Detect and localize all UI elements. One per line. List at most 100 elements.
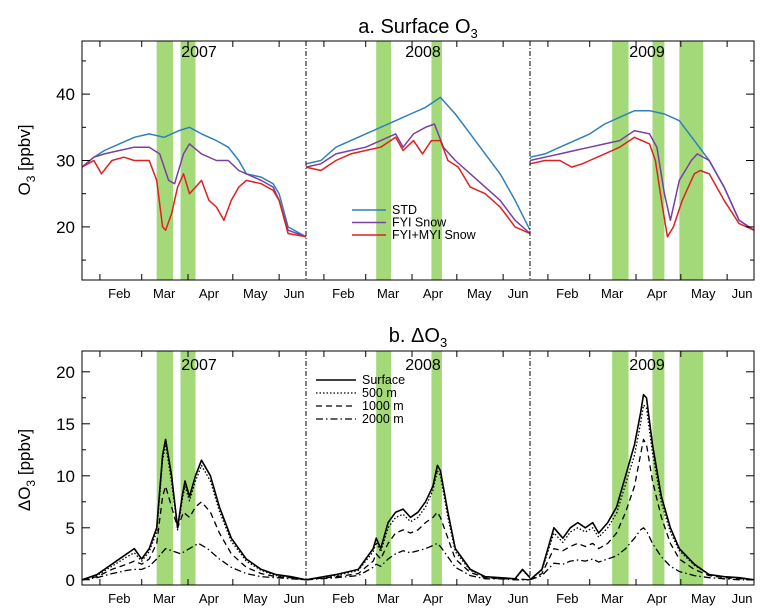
series-line-2000-m-2008 <box>305 542 530 581</box>
y-axis-label: ΔO3 [ppbv] <box>15 429 38 511</box>
legend-label: FYI Snow <box>392 216 447 230</box>
x-tick-label-month: Apr <box>647 591 668 606</box>
x-tick-label-month: Jun <box>284 286 305 301</box>
x-tick-label-month: May <box>691 591 716 606</box>
year-label-2007: 2007 <box>181 44 217 61</box>
series-line-2000-m-2009 <box>529 527 754 581</box>
year-label-2007: 2007 <box>181 357 217 374</box>
y-tick-label: 20 <box>56 218 75 237</box>
series-line-1000-m-2008 <box>305 511 531 581</box>
series-line-std-2009 <box>529 109 754 231</box>
shaded-period-2009-1 <box>612 41 629 280</box>
year-label-2009: 2009 <box>629 44 665 61</box>
x-tick-label-month: Mar <box>153 591 176 606</box>
series-line-fyi-snow-2007 <box>82 143 307 238</box>
x-tick-label-month: Apr <box>423 591 444 606</box>
series-line-fyi-snow-2009 <box>529 129 754 231</box>
y-tick-label: 40 <box>56 85 75 104</box>
shaded-period-2007-1 <box>156 351 174 585</box>
legend-label: 1000 m <box>362 399 404 413</box>
y-axis-label-unit: [ppbv] <box>15 125 34 176</box>
y-axis-label-subscript: 3 <box>24 480 38 487</box>
series-line-surface-2007 <box>82 438 307 581</box>
chart-title: b. ΔO3 <box>389 325 447 350</box>
y-tick-label: 30 <box>56 152 75 171</box>
y-axis-label-unit: [ppbv] <box>15 429 34 480</box>
x-tick-label-month: Jun <box>732 286 753 301</box>
shaded-period-2007-1 <box>156 41 174 280</box>
legend-label: STD <box>392 203 417 217</box>
x-tick-label-month: May <box>243 286 268 301</box>
y-axis-label-main: ΔO <box>15 487 34 512</box>
series-line-1000-m-2009 <box>529 438 754 581</box>
chart-title-main: a. Surface O <box>358 16 470 38</box>
x-tick-label-month: May <box>467 591 492 606</box>
shaded-period-2009-2 <box>652 351 665 585</box>
y-axis-label-main: O <box>15 182 34 195</box>
y-tick-label: 20 <box>56 363 75 382</box>
x-tick-label-month: Apr <box>199 286 220 301</box>
shaded-period-2007-2 <box>180 41 196 280</box>
series-line-surface-2009 <box>529 393 754 581</box>
x-tick-label-month: Jun <box>732 591 753 606</box>
x-tick-label-month: Apr <box>199 591 220 606</box>
shaded-period-2008-2 <box>431 41 442 280</box>
shaded-period-2007-2 <box>180 351 196 585</box>
legend-label: 2000 m <box>362 412 404 426</box>
series-line-fyi-myi-snow-2009 <box>529 136 754 238</box>
x-tick-label-month: May <box>243 591 268 606</box>
series-line-500-m-2008 <box>305 469 531 581</box>
legend-label: FYI+MYI Snow <box>392 228 477 242</box>
legend-label: 500 m <box>362 386 397 400</box>
legend-label: Surface <box>362 373 405 387</box>
year-label-2008: 2008 <box>405 357 441 374</box>
x-tick-label-month: Mar <box>377 591 400 606</box>
x-tick-label-month: Mar <box>377 286 400 301</box>
series-line-fyi-snow-2008 <box>305 123 531 235</box>
x-tick-label-month: May <box>691 286 716 301</box>
y-tick-label: 10 <box>56 467 75 486</box>
x-tick-label-month: Apr <box>423 286 444 301</box>
panel-a-surface-o3: 20 30 40 Feb Mar Apr May Jun 2007 Feb Mar Apr May Jun… <box>15 16 755 301</box>
year-label-2008: 2008 <box>405 44 441 61</box>
x-tick-label-month: Mar <box>601 591 624 606</box>
panel-b-delta-o3: 0 5 10 15 20 Feb Mar Apr May Jun 2007 Feb Mar Apr May J… <box>15 325 755 606</box>
year-label-2009: 2009 <box>629 357 665 374</box>
series-line-fyi-myi-snow-2007 <box>82 156 307 238</box>
x-tick-label-month: Apr <box>647 286 668 301</box>
chart-title-subscript: 3 <box>471 26 478 41</box>
x-tick-label-month: Feb <box>556 591 578 606</box>
chart-title-subscript: 3 <box>440 335 447 350</box>
series-line-fyi-myi-snow-2008 <box>305 136 531 235</box>
chart-title-main: b. ΔO <box>389 325 440 347</box>
x-tick-label-month: Feb <box>556 286 578 301</box>
plot-frame <box>81 350 755 586</box>
y-tick-label: 0 <box>66 571 75 590</box>
series-line-2000-m-2007 <box>82 542 307 581</box>
series-line-std-2007 <box>82 126 307 238</box>
series-line-surface-2008 <box>305 464 531 581</box>
y-axis-label: O3 [ppbv] <box>15 125 38 196</box>
y-tick-label: 5 <box>66 519 75 538</box>
x-tick-label-month: Feb <box>108 591 130 606</box>
x-tick-label-month: Feb <box>332 591 354 606</box>
chart-title: a. Surface O3 <box>358 16 478 41</box>
x-tick-label-month: Jun <box>508 591 529 606</box>
x-tick-label-month: Mar <box>601 286 624 301</box>
x-tick-label-month: Feb <box>332 286 354 301</box>
x-tick-label-month: Jun <box>284 591 305 606</box>
x-tick-label-month: Feb <box>108 286 130 301</box>
series-line-500-m-2009 <box>529 404 754 581</box>
series-line-std-2008 <box>305 96 531 231</box>
x-tick-label-month: Jun <box>508 286 529 301</box>
x-tick-label-month: Mar <box>153 286 176 301</box>
y-tick-label: 15 <box>56 415 75 434</box>
x-tick-label-month: May <box>467 286 492 301</box>
shaded-period-2009-1 <box>612 351 629 585</box>
shaded-period-2009-3 <box>679 351 704 585</box>
y-axis-label-subscript: 3 <box>24 175 38 182</box>
series-line-1000-m-2007 <box>82 485 307 581</box>
